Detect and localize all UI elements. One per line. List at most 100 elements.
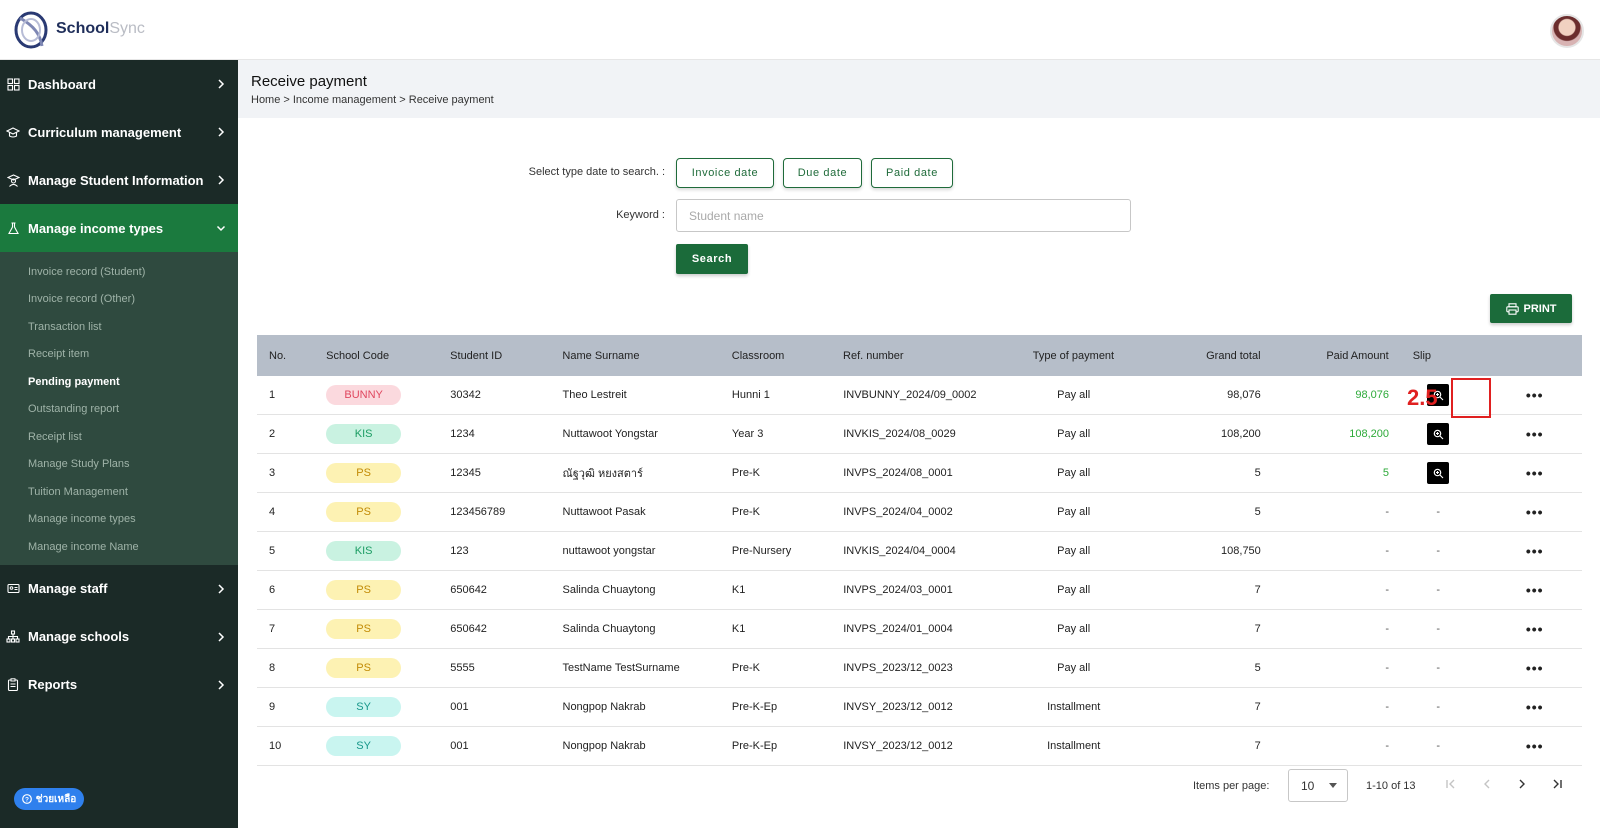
cell-classroom: K1 [731,623,746,635]
cell-actions: ••• [1487,454,1582,492]
due-date-button[interactable]: Due date [783,158,862,188]
sidebar-item-label: Manage schools [28,629,130,644]
school-code-badge: KIS [326,424,402,444]
help-button[interactable]: ? ช่วยเหลือ [14,788,84,810]
cell-classroom: Pre-K-Ep [731,701,778,713]
cell-paid-amount: - [1385,545,1389,557]
table-row: 3 PS 12345 ณัฐวุฒิ หยงสตาร์ Pre-K INVPS_2024/… [257,454,1582,493]
sidebar-item-manage-schools[interactable]: Manage schools [0,613,238,661]
print-button[interactable]: PRINT [1490,294,1572,323]
chevron-right-icon [214,582,228,596]
more-options-icon[interactable]: ••• [1525,660,1544,676]
slip-empty: - [1436,584,1441,596]
clipboard-icon [6,678,20,692]
cell-ref-number: INVKIS_2024/04_0004 [843,545,956,557]
submenu-item-receipt-list[interactable]: Receipt list [28,430,82,443]
cell-grand-total: 7 [1254,584,1261,596]
items-per-page-select[interactable]: 10 [1288,769,1348,802]
submenu-item-pending-payment[interactable]: Pending payment [28,375,120,388]
next-page-icon[interactable] [1512,774,1532,794]
sidebar-item-reports[interactable]: Reports [0,661,238,709]
more-options-icon[interactable]: ••• [1525,543,1544,559]
cell-grand-total: 5 [1254,506,1261,518]
sidebar-item-manage-staff[interactable]: Manage staff [0,565,238,613]
print-label: PRINT [1523,302,1557,315]
cell-actions: ••• [1487,688,1582,726]
grid-icon [6,77,20,91]
cell-payment-type: Pay all [1057,584,1091,596]
chevron-down-icon [214,221,228,235]
submenu-item-invoice-record-student[interactable]: Invoice record (Student) [28,265,146,278]
submenu-item-manage-study-plans[interactable]: Manage Study Plans [28,458,130,471]
sidebar-item-manage-student-information[interactable]: Manage Student Information [0,156,238,204]
col-header-ref: Ref. number [843,349,904,362]
slip-empty: - [1436,662,1441,674]
user-avatar[interactable] [1550,14,1584,48]
submenu-item-outstanding-report[interactable]: Outstanding report [28,403,120,416]
cell-student-id: 650642 [450,623,487,635]
more-options-icon[interactable]: ••• [1525,426,1544,442]
cell-grand-total: 108,200 [1221,428,1261,440]
cell-school-code: PS [326,454,450,492]
annotation-label: 2.5 [1407,385,1438,410]
more-options-icon[interactable]: ••• [1525,465,1544,481]
first-page-icon[interactable] [1441,774,1461,794]
graduation-cap-icon [6,125,20,139]
app-name-part2: Sync [109,20,145,37]
cell-classroom: K1 [731,584,746,596]
table-row: 6 PS 650642 Salinda Chuaytong K1 INVPS_2024/0… [257,571,1582,610]
sidebar-item-label: Manage staff [28,581,108,596]
more-options-icon[interactable]: ••• [1525,621,1544,637]
sidebar-item-manage-income-types[interactable]: Manage income types [0,204,238,252]
table-row: 7 PS 650642 Salinda Chuaytong K1 INVPS_2024/0… [257,610,1582,649]
cell-student-id: 12345 [450,467,481,479]
col-header-name: Name Surname [562,349,640,362]
cell-classroom: Hunni 1 [731,389,770,401]
cell-actions: ••• [1487,415,1582,453]
submenu-item-tuition-management[interactable]: Tuition Management [28,485,128,498]
sidebar-submenu: Invoice record (Student) Invoice record (… [0,252,238,565]
more-options-icon[interactable]: ••• [1525,699,1544,715]
search-button[interactable]: Search [676,244,748,274]
slip-view-button[interactable] [1427,462,1450,484]
last-page-icon[interactable] [1547,774,1567,794]
cell-paid-amount: - [1385,623,1389,635]
slip-view-button[interactable] [1427,384,1450,406]
table-row: 1 BUNNY 30342 Theo Lestreit Hunni 1 INVBUNNY_… [257,376,1582,415]
cell-no: 9 [269,701,276,713]
cell-paid-amount: - [1385,740,1389,752]
more-options-icon[interactable]: ••• [1525,387,1544,403]
slip-view-button[interactable] [1427,423,1450,445]
more-options-icon[interactable]: ••• [1525,582,1544,598]
flask-icon [6,221,20,235]
cell-slip: - [1389,610,1487,648]
logo[interactable]: SchoolSync [12,8,145,50]
cell-classroom: Pre-K [731,506,761,518]
submenu-item-manage-income-name[interactable]: Manage income Name [28,540,139,553]
keyword-input[interactable] [676,199,1131,232]
submenu-item-receipt-item[interactable]: Receipt item [28,348,90,361]
cell-no: 8 [269,662,276,674]
breadcrumb[interactable]: Home > Income management > Receive payme… [251,94,494,106]
invoice-date-button[interactable]: Invoice date [676,158,774,188]
submenu-item-transaction-list[interactable]: Transaction list [28,320,102,333]
prev-page-icon[interactable] [1477,774,1497,794]
cell-slip: - [1389,688,1487,726]
sidebar-item-dashboard[interactable]: Dashboard [0,60,238,108]
cell-ref-number: INVPS_2024/03_0001 [843,584,953,596]
page-header: Receive payment Home > Income management… [238,60,1600,118]
cell-actions: ••• [1487,610,1582,648]
cell-name: Nuttawoot Yongstar [562,428,658,440]
submenu-item-manage-income-types[interactable]: Manage income types [28,513,136,526]
paid-date-button[interactable]: Paid date [871,158,953,188]
submenu-item-invoice-record-other[interactable]: Invoice record (Other) [28,293,135,306]
school-code-badge: KIS [326,541,402,561]
sidebar-item-curriculum-management[interactable]: Curriculum management [0,108,238,156]
school-code-badge: PS [326,658,402,678]
table-row: 5 KIS 123 nuttawoot yongstar Pre-Nursery INVK… [257,532,1582,571]
zoom-in-icon [1433,390,1444,400]
cell-student-id: 650642 [450,584,487,596]
cell-slip [1389,415,1487,453]
more-options-icon[interactable]: ••• [1525,504,1544,520]
more-options-icon[interactable]: ••• [1525,738,1544,754]
